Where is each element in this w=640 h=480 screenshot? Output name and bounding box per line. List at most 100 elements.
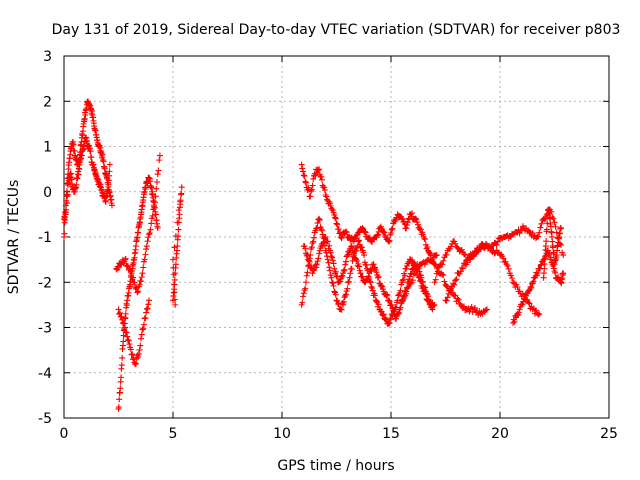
data-point: [483, 306, 490, 313]
data-point: [482, 240, 489, 247]
data-point: [127, 266, 134, 273]
data-point: [515, 309, 522, 316]
data-point: [106, 161, 113, 168]
data-point: [135, 288, 142, 295]
data-point: [443, 283, 450, 290]
data-point: [136, 281, 143, 288]
data-point: [410, 271, 417, 278]
data-point: [511, 318, 518, 325]
data-point: [329, 254, 336, 261]
y-axis-label: SDTVAR / TECUs: [6, 180, 22, 295]
data-point: [108, 202, 115, 209]
data-point: [119, 316, 126, 323]
data-point: [119, 319, 126, 326]
data-point: [320, 239, 327, 246]
data-point: [300, 172, 307, 179]
data-point: [309, 240, 316, 247]
data-point: [119, 354, 126, 361]
data-point: [329, 279, 336, 286]
data-point: [491, 250, 498, 257]
data-point: [433, 252, 440, 259]
data-point: [355, 238, 362, 245]
data-point: [322, 192, 329, 199]
data-point: [356, 267, 363, 274]
data-point: [552, 269, 559, 276]
data-point: [439, 271, 446, 278]
data-point: [136, 346, 143, 353]
data-point: [310, 238, 317, 245]
data-point: [441, 278, 448, 285]
data-point: [431, 279, 438, 286]
data-point: [156, 152, 163, 159]
data-point: [298, 161, 305, 168]
data-point: [120, 332, 127, 339]
data-point: [529, 306, 536, 313]
data-point: [435, 264, 442, 271]
x-tick-label: 20: [491, 426, 509, 442]
data-point: [153, 185, 160, 192]
data-point: [462, 251, 469, 258]
data-point: [309, 182, 316, 189]
data-point: [550, 251, 557, 258]
data-point: [343, 229, 350, 236]
data-point: [140, 264, 147, 271]
data-point: [118, 313, 125, 320]
data-point: [363, 262, 370, 269]
data-point: [422, 236, 429, 243]
data-point: [374, 232, 381, 239]
data-point: [316, 166, 323, 173]
data-point: [368, 268, 375, 275]
data-point: [139, 270, 146, 277]
data-point: [403, 265, 410, 272]
data-point: [332, 291, 339, 298]
data-point: [470, 253, 477, 260]
data-point: [525, 299, 532, 306]
data-point: [416, 224, 423, 231]
data-point: [505, 265, 512, 272]
data-point: [507, 272, 514, 279]
data-point: [384, 291, 391, 298]
data-point: [401, 272, 408, 279]
data-point: [397, 287, 404, 294]
data-point: [308, 186, 315, 193]
data-point: [305, 257, 312, 264]
data-point: [172, 232, 179, 239]
data-point: [443, 251, 450, 258]
data-point: [535, 233, 542, 240]
data-point: [414, 265, 421, 272]
data-point: [138, 278, 145, 285]
data-point: [422, 284, 429, 291]
data-point: [553, 229, 560, 236]
data-point: [466, 255, 473, 262]
data-point: [547, 254, 554, 261]
data-point: [135, 350, 142, 357]
data-point: [365, 273, 372, 280]
data-point: [303, 252, 310, 259]
data-point: [321, 187, 328, 194]
data-point: [302, 245, 309, 252]
data-point: [310, 234, 317, 241]
data-point: [341, 294, 348, 301]
data-point: [528, 284, 535, 291]
data-point: [134, 289, 141, 296]
data-point: [388, 301, 395, 308]
data-point: [70, 141, 77, 148]
data-point: [81, 115, 88, 122]
data-point: [154, 178, 161, 185]
data-point: [375, 301, 382, 308]
data-point: [315, 255, 322, 262]
data-point: [340, 301, 347, 308]
data-point: [521, 295, 528, 302]
data-point: [403, 224, 410, 231]
data-point: [399, 277, 406, 284]
data-point: [313, 225, 320, 232]
data-point: [174, 219, 181, 226]
data-point: [334, 221, 341, 228]
data-point: [326, 267, 333, 274]
data-point: [140, 325, 147, 332]
data-point: [145, 301, 152, 308]
data-point: [316, 215, 323, 222]
data-point: [445, 290, 452, 297]
data-point: [135, 354, 142, 361]
data-point: [361, 252, 368, 259]
